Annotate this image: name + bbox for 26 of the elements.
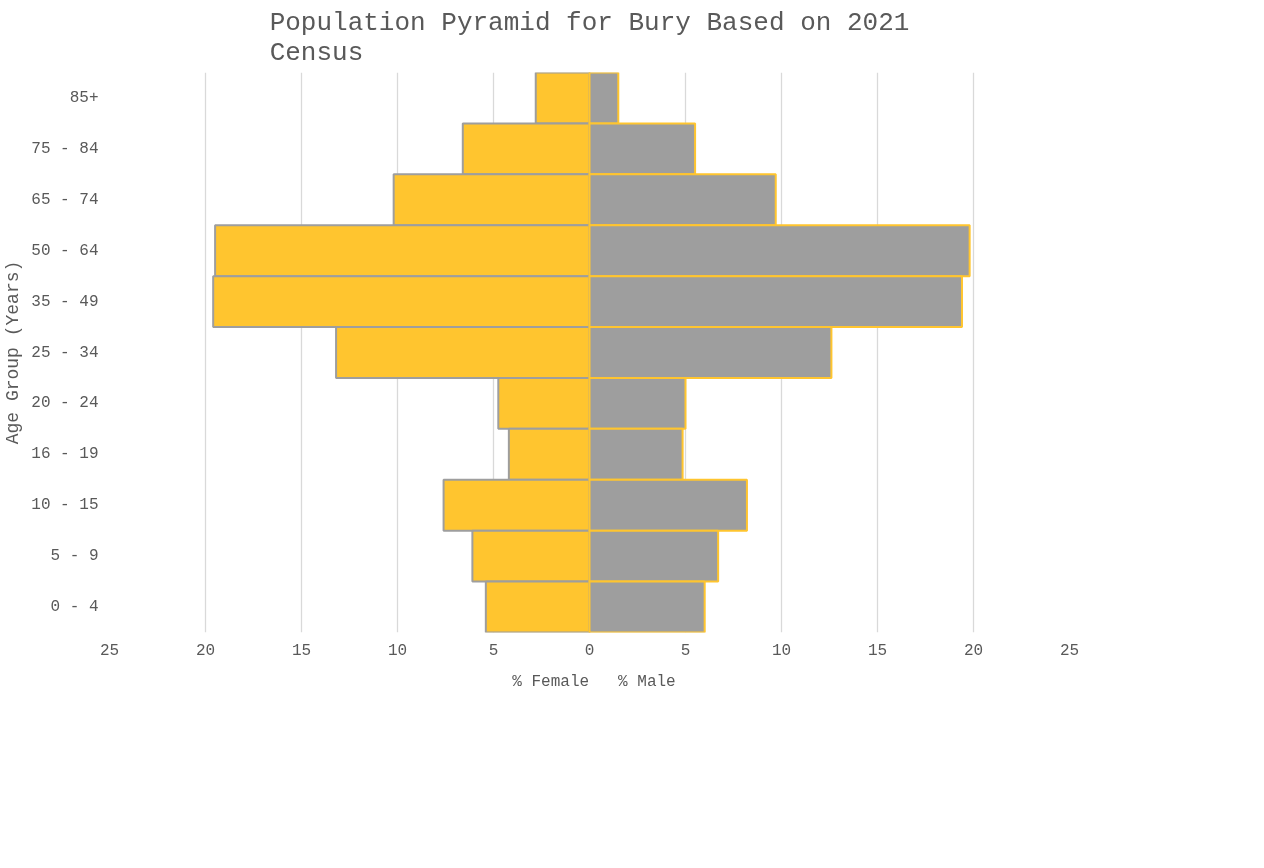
chart-title: Population Pyramid for Bury Based on 2021 Census: [269, 7, 910, 68]
y-tick-label: 65 - 74: [31, 190, 99, 209]
text: % Female: [512, 673, 590, 691]
y-tick-label: 5 - 9: [50, 547, 99, 566]
x-tick-label: 0: [584, 641, 595, 660]
y-tick-label: 10 - 15: [31, 496, 99, 515]
y-tick-label: 20 - 24: [31, 394, 99, 413]
x-tick-label: 5: [680, 641, 691, 660]
x-tick-label: 20: [963, 641, 984, 660]
y-tick-label: 75 - 84: [31, 139, 99, 158]
y-tick-label: 35 - 49: [31, 292, 99, 311]
y-tick-label: 25 - 34: [31, 343, 99, 362]
text: % Male: [618, 673, 676, 691]
y-tick-label: 0 - 4: [50, 598, 99, 617]
x-tick-label: 10: [387, 641, 408, 660]
x-tick-label: 15: [291, 641, 312, 660]
x-tick-label: 25: [99, 641, 120, 660]
y-tick-label: 16 - 19: [31, 445, 99, 464]
x-tick-label: 15: [867, 641, 888, 660]
x-tick-label: 10: [771, 641, 792, 660]
x-tick-label: 20: [195, 641, 216, 660]
y-tick-label: 85+: [69, 88, 99, 107]
x-tick-label: 5: [488, 641, 499, 660]
x-tick-label: 25: [1059, 641, 1080, 660]
y-axis-title: Age Group (Years): [3, 260, 24, 445]
y-tick-label: 50 - 64: [31, 241, 99, 260]
